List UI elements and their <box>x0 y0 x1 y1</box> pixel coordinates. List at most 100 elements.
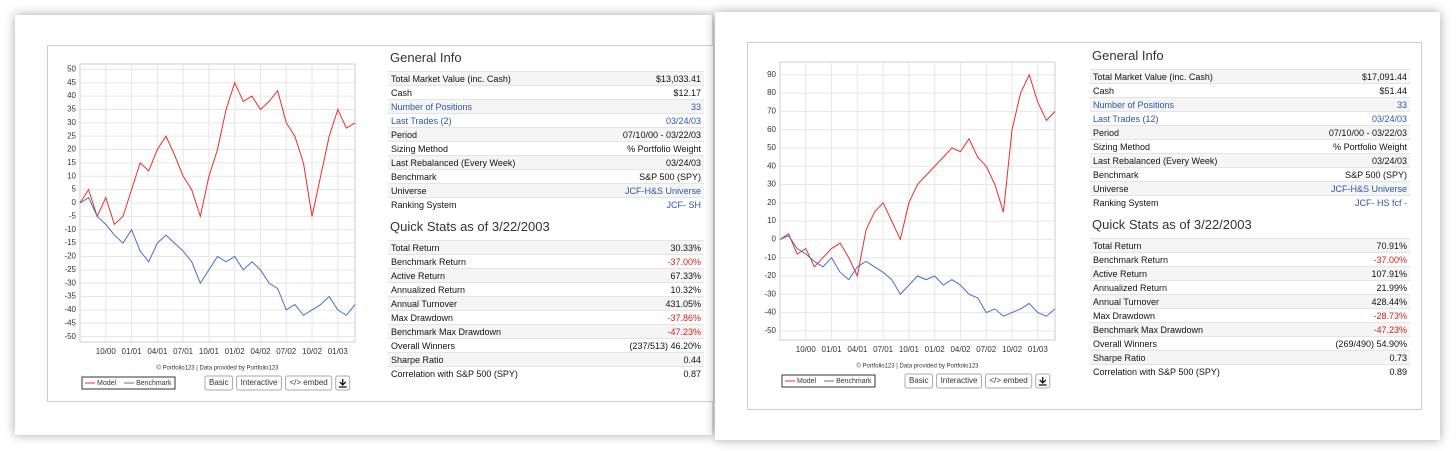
y-tick-label: -50 <box>64 332 76 341</box>
x-tick-label: 04/02 <box>250 347 271 356</box>
section-title: Quick Stats as of 3/22/2003 <box>390 219 550 234</box>
info-row: Universe JCF-H&S Universe <box>1090 181 1410 196</box>
row-value: 67.33% <box>587 268 704 283</box>
row-label: Active Return <box>1090 266 1293 281</box>
row-label: Cash <box>388 85 581 100</box>
row-label: Benchmark Max Drawdown <box>388 324 588 339</box>
info-table: Total Return 30.33% Benchmark Return -37.00… <box>388 240 704 380</box>
info-row: Last Rebalanced (Every Week) 03/24/03 <box>1090 153 1410 168</box>
row-value: JCF-H&S Universe <box>580 183 704 198</box>
y-tick-label: 0 <box>772 235 777 244</box>
info-row: Last Trades (12) 03/24/03 <box>1090 111 1410 126</box>
y-tick-label: 45 <box>67 78 76 87</box>
info-row: Benchmark S&P 500 (SPY) <box>388 169 704 184</box>
row-value: -47.23% <box>587 324 704 339</box>
section-title: General Info <box>390 50 462 65</box>
x-tick-label: 07/02 <box>976 345 997 354</box>
row-value: 21.99% <box>1292 280 1410 295</box>
row-value: 03/24/03 <box>580 113 704 128</box>
y-tick-label: -50 <box>764 326 776 335</box>
row-value: JCF- HS fcf - <box>1284 195 1410 209</box>
y-tick-label: -40 <box>764 308 776 317</box>
row-label: Last Rebalanced (Every Week) <box>388 155 581 170</box>
row-label: Benchmark <box>388 169 581 184</box>
row-value: 70.91% <box>1292 238 1410 253</box>
row-value: (269/490) 54.90% <box>1292 336 1410 351</box>
info-row: Annualized Return 21.99% <box>1090 280 1410 295</box>
y-tick-label: -35 <box>64 292 76 301</box>
info-row: Correlation with S&P 500 (SPY) 0.87 <box>388 366 704 380</box>
row-label: Last Trades (2) <box>388 113 581 128</box>
x-tick-label: 04/02 <box>950 345 971 354</box>
y-tick-label: -30 <box>64 278 76 287</box>
button-label: Basic <box>209 378 229 387</box>
x-tick-label: 10/02 <box>302 347 323 356</box>
row-value: (237/513) 46.20% <box>587 338 704 353</box>
info-row: Cash $51.44 <box>1090 83 1410 98</box>
button[interactable]: Interactive <box>236 375 282 391</box>
y-tick-label: 25 <box>67 131 76 140</box>
x-tick-label: 07/02 <box>276 347 297 356</box>
button[interactable]: </> embed <box>284 375 333 391</box>
row-label: Annualized Return <box>388 282 588 297</box>
button-label: </> embed <box>989 376 1027 385</box>
row-label: Max Drawdown <box>1090 308 1293 323</box>
row-value: 03/24/03 <box>1284 153 1410 168</box>
button[interactable]: Interactive <box>936 373 982 389</box>
row-value: 431.05% <box>587 296 704 311</box>
y-tick-label: 50 <box>67 64 76 73</box>
row-label: Ranking System <box>388 197 581 211</box>
row-label: Last Trades (12) <box>1090 111 1285 126</box>
button[interactable]: Basic <box>904 373 934 389</box>
y-tick-label: 15 <box>67 158 76 167</box>
y-tick-label: 20 <box>767 198 776 207</box>
row-label: Overall Winners <box>1090 336 1293 351</box>
download-icon <box>338 379 347 388</box>
row-value: 33 <box>1284 97 1410 112</box>
info-row: Period 07/10/00 - 03/22/03 <box>1090 125 1410 140</box>
row-value: $13,033.41 <box>580 71 704 86</box>
info-row: Overall Winners (269/490) 54.90% <box>1090 336 1410 351</box>
info-panel: General Info Total Market Value (inc. Cas… <box>1090 48 1410 386</box>
x-tick-label: 07/01 <box>873 345 894 354</box>
row-value: 30.33% <box>587 240 704 255</box>
y-tick-label: -25 <box>64 265 76 274</box>
info-row: Max Drawdown -28.73% <box>1090 308 1410 323</box>
info-row: Active Return 107.91% <box>1090 266 1410 281</box>
y-tick-label: 10 <box>767 216 776 225</box>
row-label: Correlation with S&P 500 (SPY) <box>388 366 588 380</box>
x-tick-label: 10/00 <box>96 347 117 356</box>
row-value: 10.32% <box>587 282 704 297</box>
info-panel: General Info Total Market Value (inc. Cas… <box>388 50 704 388</box>
row-label: Annual Turnover <box>388 296 588 311</box>
row-value: -37.00% <box>1292 252 1410 267</box>
download-button[interactable] <box>335 375 351 391</box>
y-tick-label: -10 <box>764 253 776 262</box>
row-value: JCF- SH <box>580 197 704 211</box>
section-title: General Info <box>1092 48 1164 63</box>
button-frame <box>204 375 234 391</box>
info-row: Benchmark Return -37.00% <box>1090 252 1410 267</box>
x-tick-label: 07/01 <box>173 347 194 356</box>
x-tick-label: 01/02 <box>925 345 946 354</box>
button-frame <box>236 375 282 391</box>
info-row: Annual Turnover 428.44% <box>1090 294 1410 309</box>
row-label: Universe <box>1090 181 1285 196</box>
chart: -50 -40 -30 -20 -10 0 10 20 30 40 50 60 70 80 90 10/00 0… <box>764 61 1056 389</box>
row-label: Ranking System <box>1090 195 1285 209</box>
row-value: % Portfolio Weight <box>580 141 704 156</box>
download-button[interactable] <box>1035 373 1051 389</box>
info-row: Number of Positions 33 <box>1090 97 1410 112</box>
button-label: Basic <box>909 376 929 385</box>
button[interactable]: </> embed <box>984 373 1033 389</box>
y-tick-label: 60 <box>767 125 776 134</box>
info-row: Last Trades (2) 03/24/03 <box>388 113 704 128</box>
y-tick-label: 30 <box>767 180 776 189</box>
info-row: Cash $12.17 <box>388 85 704 100</box>
y-tick-label: 20 <box>67 145 76 154</box>
row-label: Active Return <box>388 268 588 283</box>
info-row: Max Drawdown -37.86% <box>388 310 704 325</box>
row-label: Benchmark Max Drawdown <box>1090 322 1293 337</box>
row-label: Period <box>1090 125 1285 140</box>
button[interactable]: Basic <box>204 375 234 391</box>
